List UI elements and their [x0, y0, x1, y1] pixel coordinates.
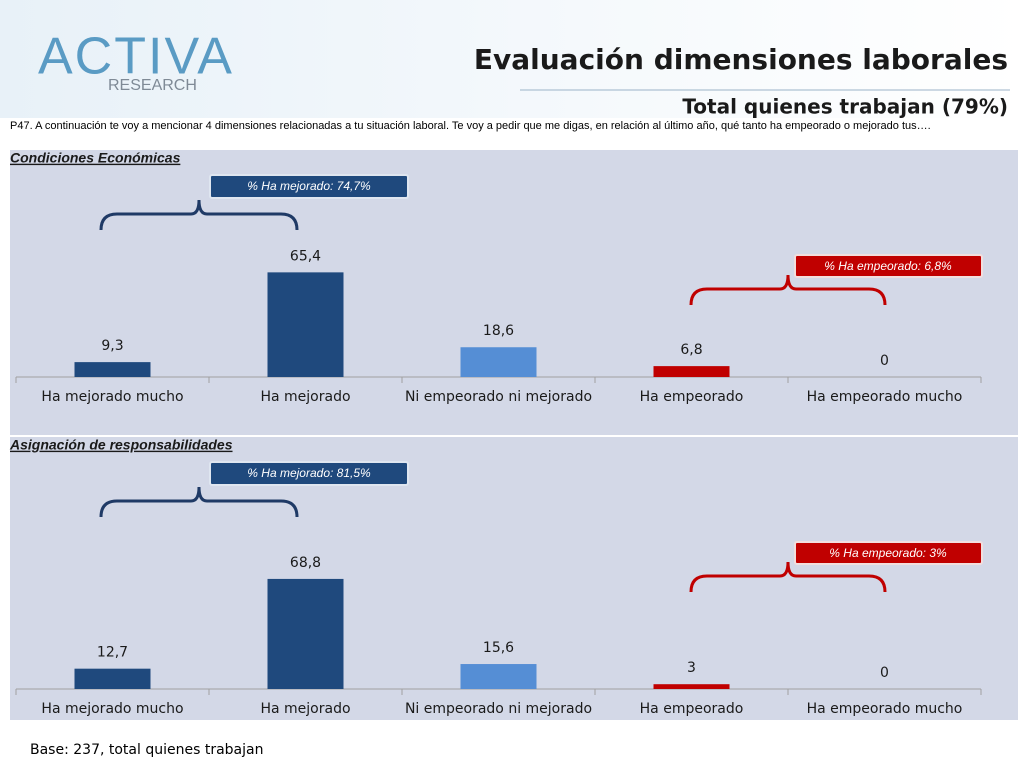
x-tick-label: Ni empeorado ni mejorado	[405, 701, 592, 717]
x-tick-label: Ha mejorado mucho	[41, 701, 183, 717]
x-tick-label: Ha empeorado	[640, 701, 744, 717]
x-tick-label: Ha empeorado mucho	[807, 701, 963, 717]
bar	[74, 668, 151, 689]
bar	[460, 664, 537, 689]
value-label: 3	[687, 660, 696, 676]
bracket-worsened	[689, 561, 887, 593]
bar	[653, 684, 730, 689]
x-tick-label: Ha empeorado	[640, 389, 744, 405]
x-tick-label: Ha empeorado mucho	[807, 389, 963, 405]
bracket-worsened	[689, 274, 887, 306]
x-tick-label: Ni empeorado ni mejorado	[405, 389, 592, 405]
logo: ACTIVA	[38, 28, 234, 86]
bar	[74, 362, 151, 377]
value-label: 0	[880, 665, 889, 681]
header-bg	[0, 0, 1024, 118]
value-label: 18,6	[483, 323, 514, 339]
bracket-improved	[99, 199, 299, 231]
value-label: 15,6	[483, 640, 514, 656]
chart-title: Condiciones Económicas	[10, 150, 181, 166]
value-label: 12,7	[97, 645, 128, 661]
annotation-box	[209, 461, 409, 486]
title: Evaluación dimensiones laborales	[474, 43, 1008, 76]
annotation: % Ha mejorado: 74,7%	[247, 179, 371, 193]
bracket-improved	[99, 486, 299, 518]
annotation-box	[794, 254, 983, 278]
logo-sub: RESEARCH	[108, 77, 197, 94]
annotation-box	[209, 174, 409, 199]
base-note: Base: 237, total quienes trabajan	[30, 742, 263, 758]
x-tick-label: Ha mejorado	[260, 701, 350, 717]
bar	[267, 578, 344, 689]
annotation: % Ha mejorado: 81,5%	[247, 466, 371, 480]
bar	[267, 272, 344, 377]
chart-title: Asignación de responsabilidades	[9, 437, 233, 453]
value-label: 0	[880, 353, 889, 369]
annotation-box	[794, 541, 983, 565]
question: P47. A continuación te voy a mencionar 4…	[10, 120, 931, 132]
panel-bg	[10, 150, 1018, 435]
value-label: 6,8	[680, 342, 702, 358]
subtitle: Total quienes trabajan (79%)	[682, 95, 1008, 119]
value-label: 68,8	[290, 555, 321, 571]
x-tick-label: Ha mejorado	[260, 389, 350, 405]
annotation: % Ha empeorado: 6,8%	[824, 259, 952, 273]
value-label: 9,3	[101, 338, 123, 354]
annotation: % Ha empeorado: 3%	[829, 546, 947, 560]
bar	[460, 347, 537, 377]
value-label: 65,4	[290, 248, 321, 264]
x-tick-label: Ha mejorado mucho	[41, 389, 183, 405]
bar	[653, 366, 730, 377]
